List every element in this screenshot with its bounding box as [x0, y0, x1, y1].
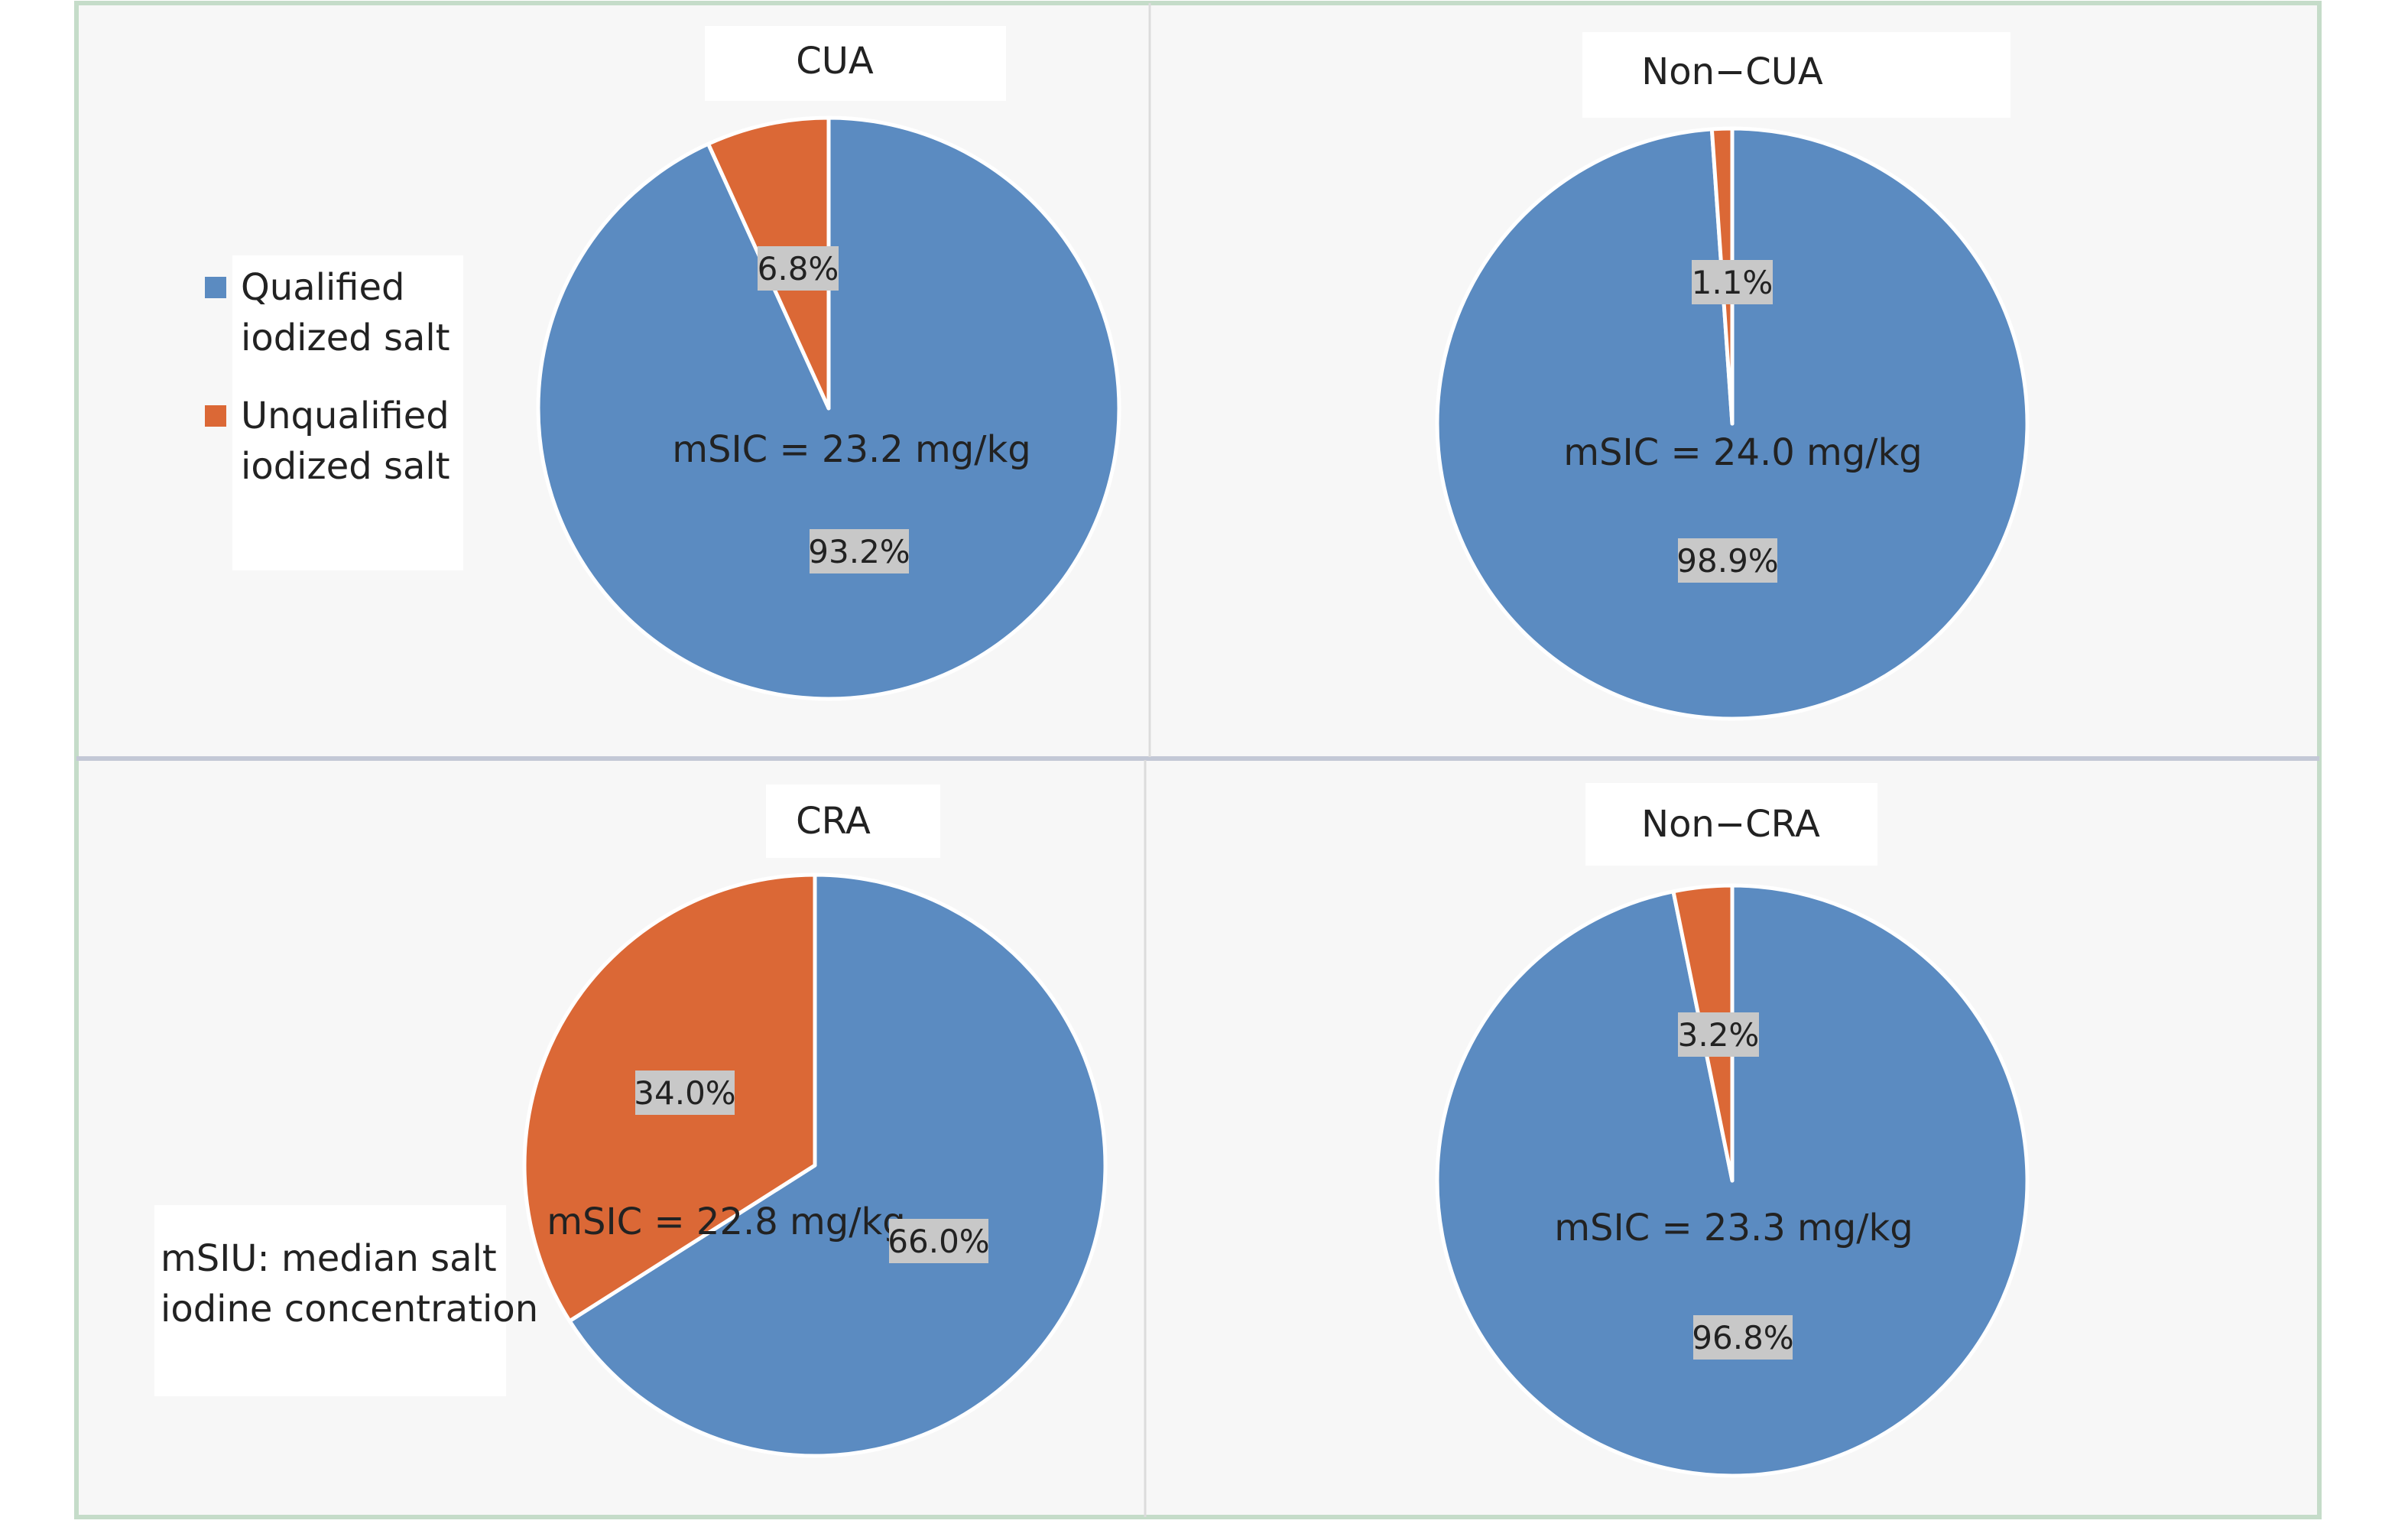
chart-titles: CUA Non−CUA CRA Non−CRA: [705, 26, 2010, 866]
note-line2: iodine concentration: [161, 1288, 538, 1330]
data-label-non-cra-unqualified: 3.2%: [1678, 1012, 1760, 1057]
data-label-cra-qualified: 66.0%: [888, 1219, 990, 1263]
legend-box: [232, 255, 463, 570]
pie-non-cua: [1435, 126, 2030, 721]
pies-layer: mSIC = 23.2 mg/kg 93.2% 6.8% mSIC = 24.0 mg…: [522, 115, 2030, 1478]
chart-title-cua: CUA: [796, 40, 874, 83]
legend-label-unqualified-line1: Unqualified: [241, 395, 449, 437]
pie-cra: [522, 872, 1108, 1458]
data-label-text: 98.9%: [1676, 542, 1778, 580]
legend-swatch-qualified: [205, 277, 226, 298]
pie-non-cra: [1435, 883, 2030, 1478]
data-label-text: 34.0%: [634, 1074, 735, 1112]
pie-slice-cra-qualified: [567, 872, 1108, 1458]
data-label-non-cua-qualified: 98.9%: [1676, 538, 1779, 583]
chart-title-cra: CRA: [796, 800, 871, 843]
legend-label-unqualified-line2: iodized salt: [241, 445, 450, 488]
title-box-non-cua: [1582, 32, 2010, 118]
legend-swatch-unqualified: [205, 405, 226, 427]
data-label-text: 3.2%: [1678, 1016, 1760, 1054]
data-label-bg: [758, 246, 839, 291]
data-label-bg: [810, 529, 909, 573]
data-label-text: 93.2%: [808, 533, 910, 570]
data-label-text: 96.8%: [1692, 1319, 1793, 1356]
title-box-non-cra: [1585, 783, 1877, 866]
note-line1: mSIU: median salt: [161, 1237, 497, 1280]
data-label-non-cra-qualified: 96.8%: [1692, 1315, 1794, 1360]
data-label-non-cua-unqualified: 1.1%: [1692, 260, 1774, 304]
title-box-cua: [705, 26, 1006, 101]
msic-annotation-non-cua: mSIC = 24.0 mg/kg: [1563, 431, 1922, 474]
data-label-cua-qualified: 93.2%: [808, 529, 910, 573]
data-label-bg: [1678, 1012, 1759, 1057]
note: mSIU: median salt iodine concentration: [154, 1205, 538, 1396]
title-box-cra: [766, 785, 940, 858]
data-label-text: 1.1%: [1692, 264, 1774, 301]
data-label-bg: [1692, 260, 1773, 304]
legend: Qualified iodized salt Unqualified iodiz…: [205, 255, 463, 570]
chart-title-non-cra: Non−CRA: [1641, 803, 1820, 846]
data-label-text: 6.8%: [758, 250, 839, 288]
msic-annotation-cua: mSIC = 23.2 mg/kg: [672, 428, 1030, 471]
data-label-text: 66.0%: [888, 1223, 989, 1260]
data-label-bg: [1693, 1315, 1793, 1360]
msic-annotation-cra: mSIC = 22.8 mg/kg: [547, 1200, 905, 1243]
data-label-bg: [889, 1219, 988, 1263]
chart-title-non-cua: Non−CUA: [1641, 50, 1823, 93]
data-label-bg: [635, 1071, 735, 1115]
legend-label-qualified-line2: iodized salt: [241, 317, 450, 359]
msic-annotation-non-cra: mSIC = 23.3 mg/kg: [1554, 1207, 1913, 1249]
data-label-bg: [1678, 538, 1777, 583]
note-box: [154, 1205, 506, 1396]
data-label-cua-unqualified: 6.8%: [758, 246, 839, 291]
pie-cua: [536, 115, 1121, 701]
data-label-cra-unqualified: 34.0%: [634, 1071, 736, 1115]
legend-label-qualified-line1: Qualified: [241, 266, 405, 309]
